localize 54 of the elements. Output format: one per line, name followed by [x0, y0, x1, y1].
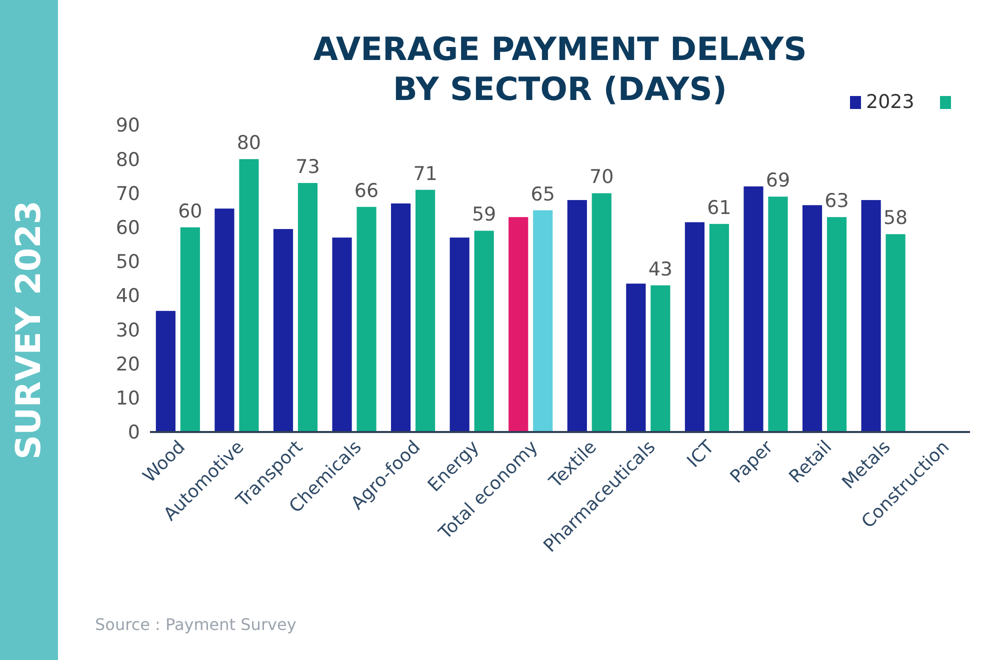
y-tick-label: 60 — [116, 216, 140, 239]
y-tick-label: 40 — [116, 285, 140, 308]
bar — [861, 200, 881, 432]
data-label: 59 — [472, 204, 496, 226]
bar — [744, 186, 764, 432]
y-tick-label: 80 — [116, 148, 140, 171]
chart-title: AVERAGE PAYMENT DELAYS BY SECTOR (DAYS) — [313, 30, 807, 108]
bar — [356, 206, 376, 432]
y-tick-label: 50 — [116, 251, 140, 274]
data-label: 66 — [354, 180, 379, 202]
data-label: 63 — [824, 190, 849, 212]
data-label: 58 — [883, 207, 908, 230]
bar — [474, 230, 494, 432]
bar — [273, 229, 294, 432]
y-tick-label: 0 — [128, 422, 140, 444]
data-label: 65 — [530, 183, 555, 206]
bar — [802, 205, 822, 432]
bar — [650, 285, 670, 432]
data-label: 73 — [296, 156, 320, 178]
data-label: 69 — [766, 170, 790, 192]
data-label: 61 — [707, 196, 732, 219]
bar — [450, 238, 470, 432]
y-tick-label: 30 — [116, 319, 140, 342]
bar — [684, 222, 705, 432]
bar — [592, 193, 612, 432]
bar — [391, 203, 411, 432]
data-label: 80 — [236, 132, 262, 154]
bar — [886, 234, 906, 432]
text: SURVEY 2023 — [9, 200, 49, 460]
bar — [567, 200, 587, 432]
bar — [332, 238, 352, 432]
bar — [156, 310, 176, 432]
bar — [826, 217, 847, 432]
bar — [626, 284, 646, 432]
y-tick-label: 20 — [116, 353, 140, 376]
bar — [298, 182, 318, 432]
bar — [709, 224, 729, 432]
bar — [533, 210, 553, 432]
data-label: 43 — [648, 258, 673, 280]
y-tick-label: 90 — [116, 114, 140, 137]
bar — [415, 190, 436, 432]
x-tick-label: ICT — [683, 436, 720, 472]
bar — [768, 196, 788, 432]
legend-label: 2023 — [866, 91, 914, 113]
source-note: Source : Payment Survey — [95, 615, 296, 634]
bar — [180, 227, 200, 432]
data-label: 60 — [178, 200, 202, 222]
bar — [239, 159, 259, 432]
y-tick-label: 70 — [116, 182, 140, 205]
bar — [214, 208, 234, 432]
y-tick-label: 10 — [116, 388, 140, 410]
data-label: 71 — [413, 162, 438, 185]
bar — [508, 217, 528, 432]
data-label: 70 — [590, 166, 614, 188]
